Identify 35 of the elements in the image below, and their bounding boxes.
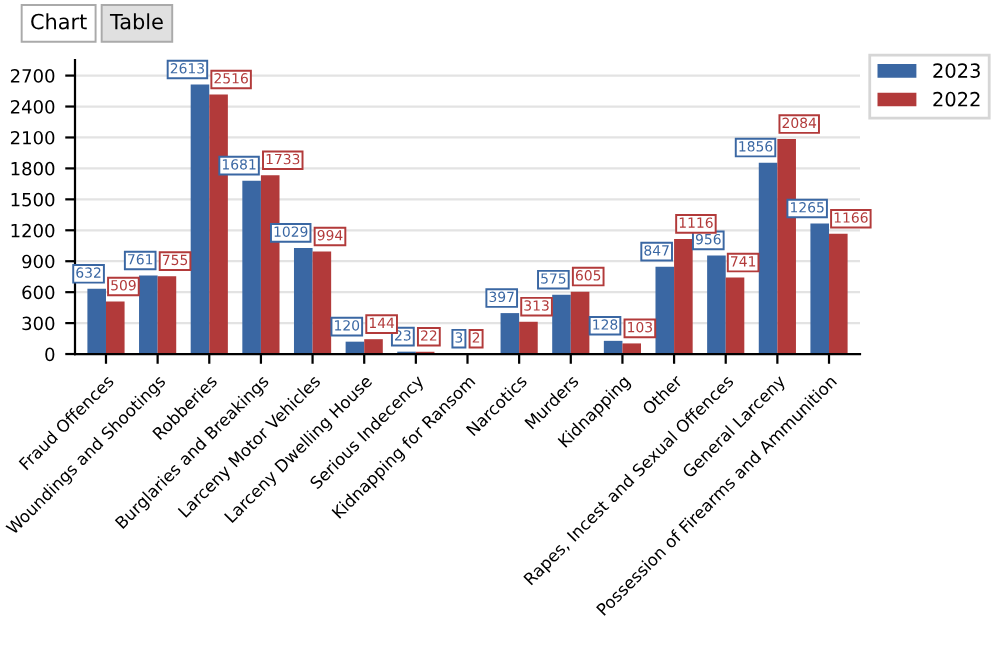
y-tick-label: 1200 (11, 223, 55, 238)
bar (725, 277, 745, 355)
bar (810, 223, 830, 355)
bar (293, 247, 313, 355)
bar (829, 233, 848, 355)
bar (139, 275, 158, 355)
legend-label: 2022 (933, 91, 980, 107)
bar (519, 321, 538, 355)
y-tick-label: 600 (22, 285, 55, 300)
bar (190, 84, 210, 355)
bar (674, 238, 693, 355)
bar (707, 255, 726, 355)
bar (552, 294, 571, 355)
bar (758, 162, 778, 355)
bar (622, 343, 642, 355)
y-tick-label: 0 (45, 347, 55, 362)
bar (87, 288, 106, 355)
bar (500, 313, 520, 355)
y-tick-label: 2700 (10, 69, 55, 83)
y-tick-label: 1800 (11, 161, 55, 176)
legend-label: 2023 (933, 63, 980, 78)
bar (242, 180, 261, 355)
text: Chart (31, 13, 87, 30)
y-tick-label: 300 (22, 316, 55, 331)
bar (105, 301, 125, 355)
bar (157, 276, 177, 355)
y-tick-label: 2100 (10, 130, 55, 145)
bar (312, 251, 332, 355)
bar (655, 266, 675, 355)
y-tick-label: 900 (22, 254, 55, 269)
bar (570, 291, 590, 355)
y-tick-label: 2400 (10, 99, 55, 114)
bar (364, 339, 383, 355)
y-tick-label: 1500 (11, 192, 55, 207)
text: Table (109, 13, 163, 30)
